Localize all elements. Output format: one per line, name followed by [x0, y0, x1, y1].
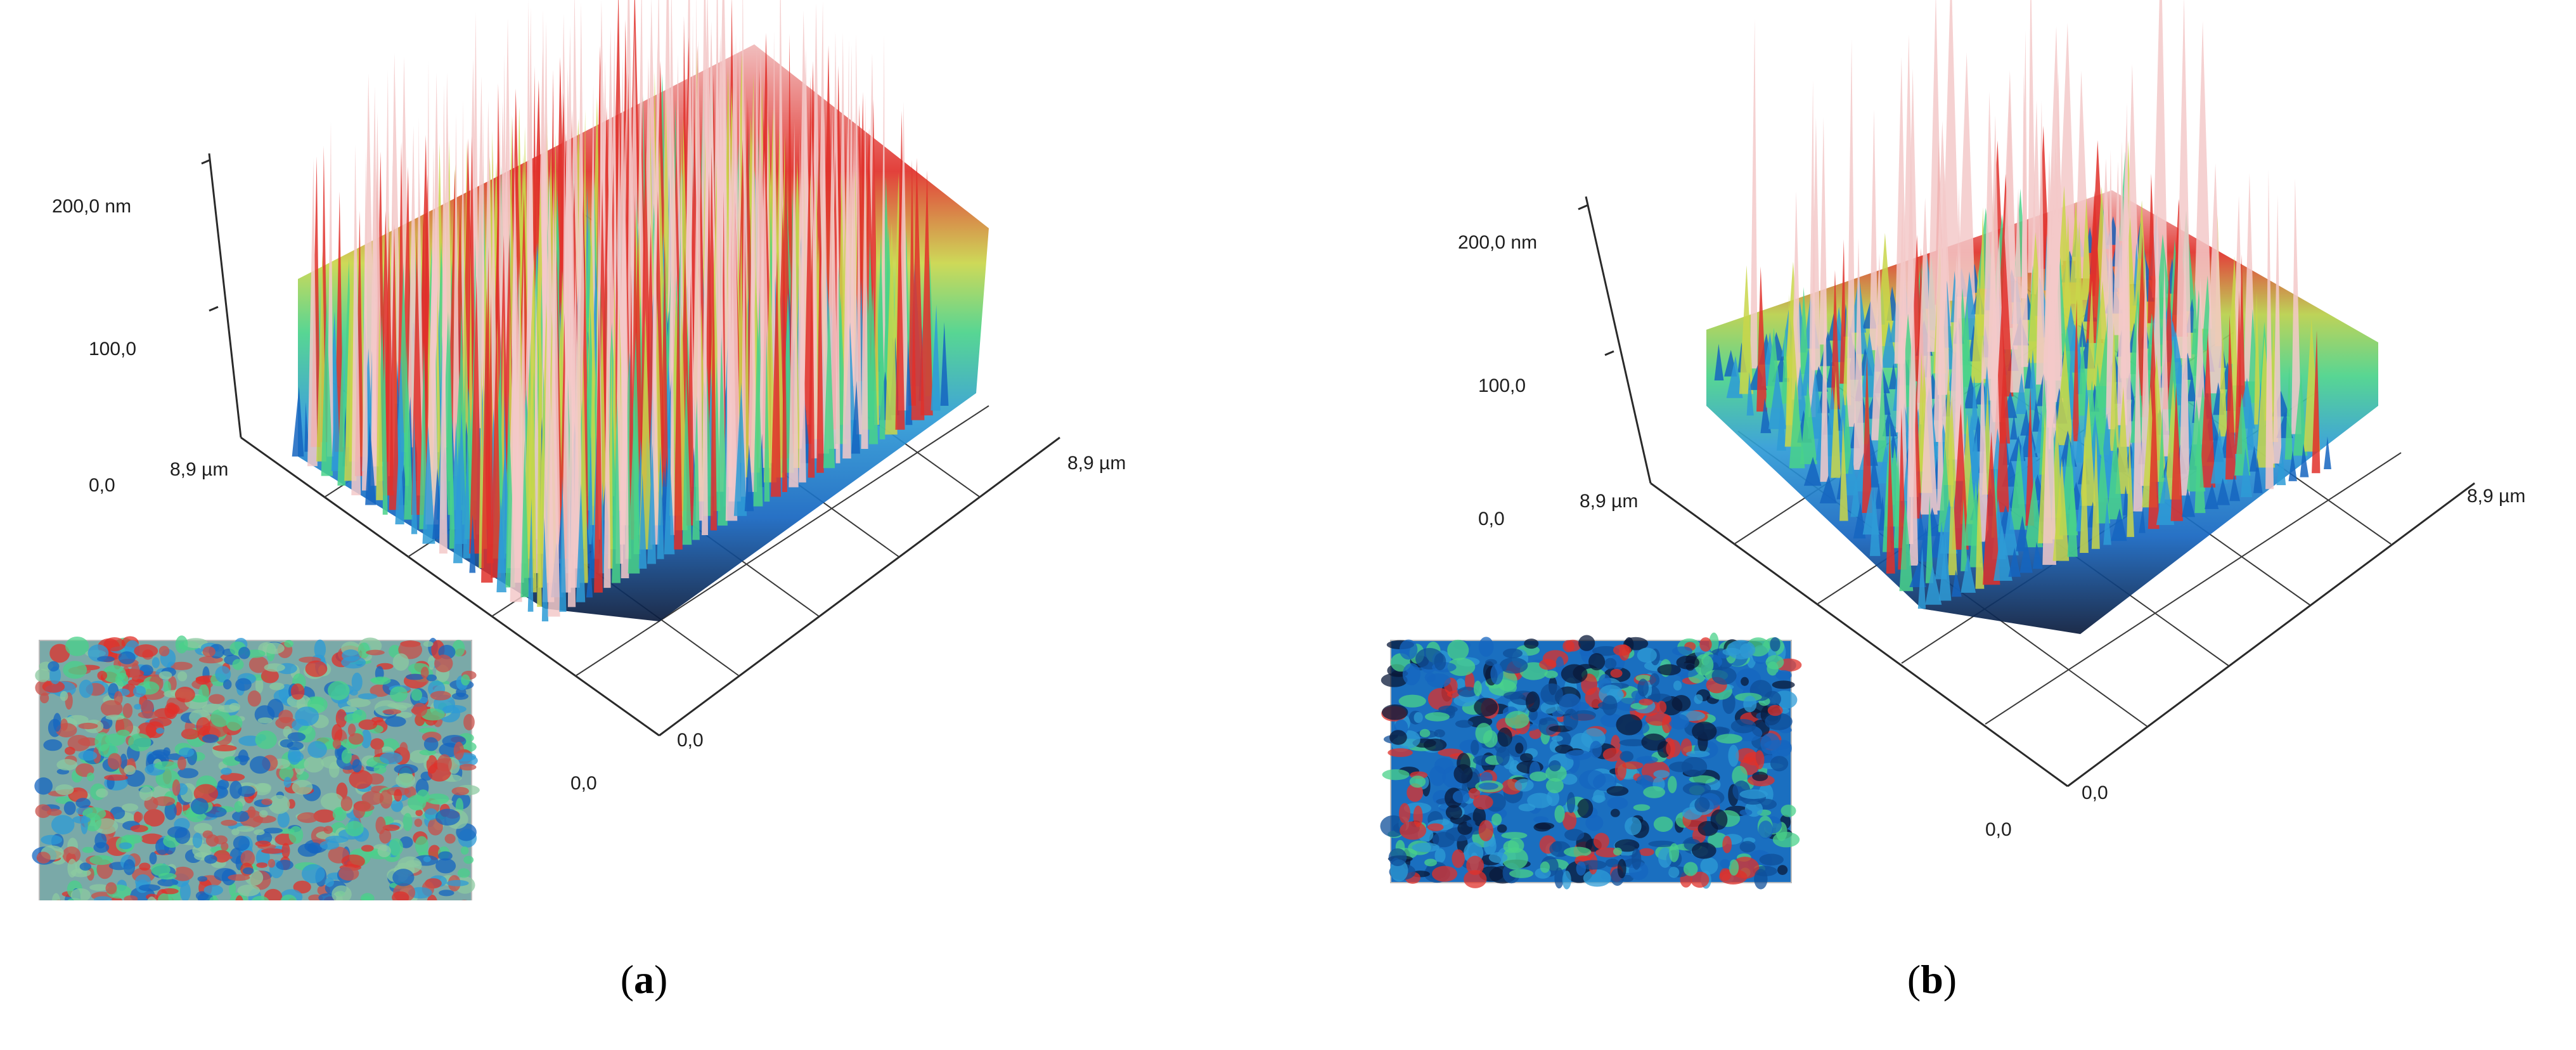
- right-axis-b: [2067, 482, 2475, 788]
- z-tick-200-b: 200,0 nm: [1458, 232, 1537, 253]
- left-axis-b: [1650, 482, 2068, 788]
- afm-panel-b: 200,0 nm 100,0 0,0 8,9 µm 8,9 µm 0,0 0,0…: [1288, 0, 2576, 1050]
- axes-grid-a: [201, 153, 1060, 737]
- right-corner-label-a: 0,0: [677, 730, 704, 751]
- right-axis-end-label-b: 8,9 µm: [2467, 486, 2525, 507]
- inset-map-a: [32, 635, 480, 900]
- afm-panel-a: 200,0 nm 100,0 0,0 8,9 µm 8,9 µm 0,0 0,0…: [32, 0, 1126, 1002]
- z-tick-100-b: 100,0: [1478, 375, 1526, 396]
- front-corner-label-a: 0,0: [570, 773, 597, 794]
- caption-b: (b): [1907, 957, 1957, 1002]
- height-surface-a: [292, 0, 989, 621]
- left-axis-end-label-b: 8,9 µm: [1580, 491, 1638, 512]
- z-tick-0-b: 0,0: [1478, 509, 1505, 529]
- z-axis-a: [208, 153, 242, 438]
- right-corner-label-b: 0,0: [2082, 782, 2108, 803]
- afm-3d-plot-b: 200,0 nm 100,0 0,0 8,9 µm 8,9 µm 0,0 0,0: [1380, 0, 2525, 890]
- afm-3d-plot-a: 200,0 nm 100,0 0,0 8,9 µm 8,9 µm 0,0 0,0: [32, 0, 1126, 900]
- right-axis-a: [659, 436, 1060, 737]
- inset-map-b: [1380, 632, 1802, 890]
- front-corner-label-b: 0,0: [1985, 819, 2012, 840]
- z-tick-100-a: 100,0: [89, 339, 136, 360]
- z-tick-200-a: 200,0 nm: [52, 196, 131, 217]
- left-axis-end-label-a: 8,9 µm: [170, 459, 228, 480]
- height-surface-b: [1706, 0, 2378, 634]
- left-axis-a: [240, 436, 660, 737]
- z-axis-b: [1585, 196, 1652, 484]
- z-tick-0-a: 0,0: [89, 475, 115, 496]
- caption-a: (a): [620, 957, 668, 1002]
- right-axis-end-label-a: 8,9 µm: [1067, 453, 1126, 474]
- axes-grid-b: [1578, 196, 2475, 788]
